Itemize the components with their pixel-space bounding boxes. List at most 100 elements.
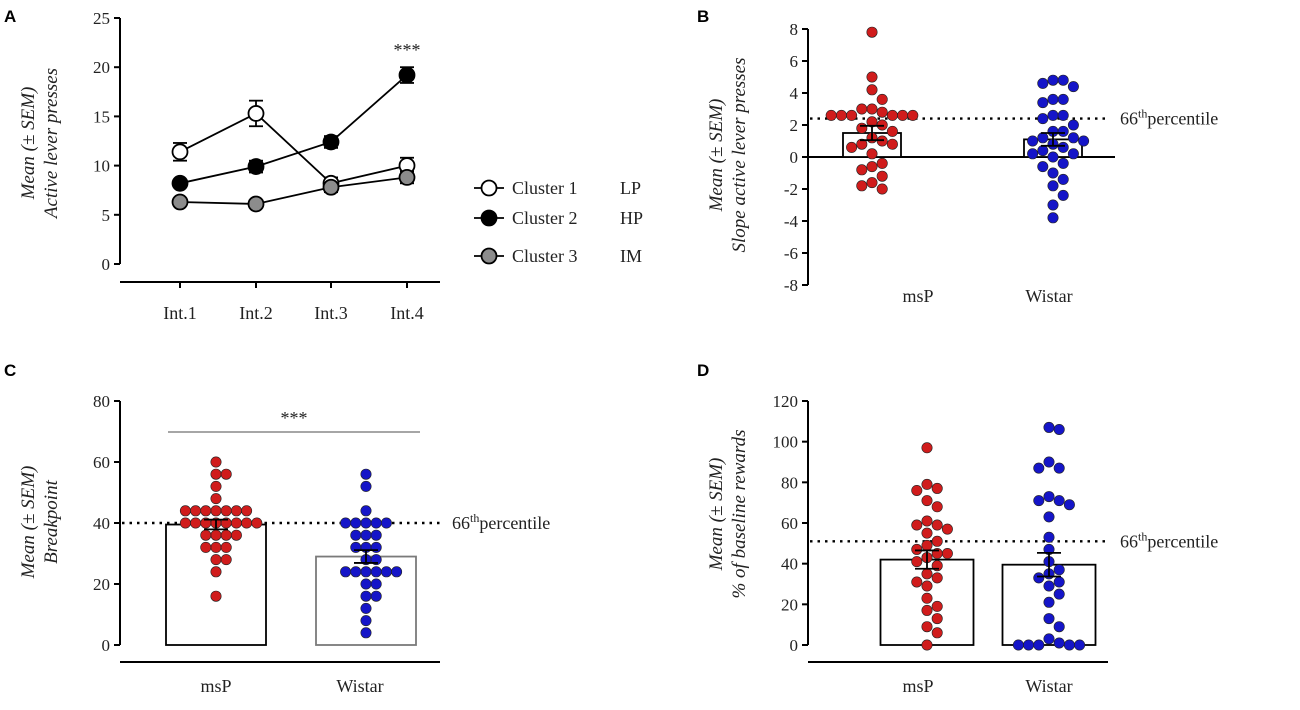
panel-c-point-wistar [370,590,382,602]
panel-b-point-wistar [1047,93,1059,105]
panel-b-point-wistar [1037,132,1049,144]
panel-b-point-wistar [1078,135,1090,147]
panel-b-point-wistar [1057,173,1069,185]
panel-b-point-wistar [1057,109,1069,121]
panel-b-scatter-bar: Mean (± SEM) Slope active lever presses … [706,20,1218,306]
panel-d-point-wistar [1033,495,1045,507]
panel-d-point-wistar [1043,511,1055,523]
panel-a-marker-series-1 [247,105,265,122]
panel-c-point-msp [220,541,232,553]
panel-c-point-msp [210,480,222,492]
panel-a-marker-series-2 [247,158,265,175]
panel-b-y-tick-label: 4 [790,84,799,103]
panel-a-marker-series-3 [322,178,340,196]
panel-c-point-wistar [360,578,372,590]
panel-b-point-msp [856,103,868,115]
panel-d-point-wistar [1053,576,1065,588]
panel-b-y-tick-label: -4 [784,212,799,231]
panel-c-point-wistar [360,602,372,614]
panel-d-point-msp [921,621,933,633]
panel-d-point-wistar [1033,462,1045,474]
panel-c-y-tick-label: 80 [93,392,110,411]
panel-c-point-msp [251,517,263,529]
panel-d-y-tick-label: 60 [781,514,798,533]
panel-b-point-msp [856,164,868,176]
panel-b-point-msp [866,103,878,115]
panel-d-point-wistar [1043,596,1055,608]
panel-d-point-wistar [1063,499,1075,511]
panel-a-legend-tag: HP [620,208,643,228]
panel-b-point-wistar [1047,74,1059,86]
panel-d-point-msp [931,535,943,547]
panel-d-point-msp [921,527,933,539]
panel-d-point-msp [941,523,953,535]
panel-d-category-label: msP [902,676,933,696]
panel-b-point-wistar [1047,109,1059,121]
panel-c-point-wistar [350,517,362,529]
panel-b-point-msp [886,125,898,137]
panel-c-point-wistar [360,627,372,639]
panel-a-y-tick-label: 25 [93,9,110,28]
panel-c-point-wistar [340,517,352,529]
panel-b-point-wistar [1067,81,1079,93]
panel-d-point-wistar [1012,639,1024,651]
panel-c-point-wistar [360,566,372,578]
panel-a-marker-series-3 [398,169,416,186]
panel-c-point-msp [210,529,222,541]
panel-a-ylabel-2: Active lever presses [41,68,62,220]
panel-d-point-wistar [1043,531,1055,543]
panel-c-point-msp [210,566,222,578]
panel-b-point-wistar [1027,135,1039,147]
panel-d-category-label: Wistar [1025,676,1072,696]
panel-c-point-wistar [391,566,403,578]
panel-c-point-msp [220,529,232,541]
panel-d-point-msp [921,495,933,507]
panel-c-point-msp [210,456,222,468]
panel-d-point-wistar [1053,462,1065,474]
panel-c-category-label: Wistar [336,676,383,696]
panel-c-point-msp [200,541,212,553]
panel-a-x-tick-label: Int.4 [390,303,424,323]
panel-d-point-msp [931,482,943,494]
panel-c-point-wistar [360,590,372,602]
panel-b-point-wistar [1027,148,1039,160]
panel-d-point-wistar [1063,639,1075,651]
panel-b-point-msp [876,170,888,182]
panel-d-point-wistar [1043,421,1055,433]
panel-a-legend-label: Cluster 3 [512,246,578,266]
panel-c-point-wistar [340,566,352,578]
panel-c-threshold-label: 66thpercentile [452,511,550,533]
panel-c-point-msp [210,468,222,480]
panel-b-point-msp [846,109,858,121]
panel-d-point-msp [931,572,943,584]
panel-d-y-tick-label: 0 [790,636,799,655]
panel-a-significance: *** [394,40,421,60]
panel-a-marker-series-3 [171,193,189,211]
panel-letter-b: B [697,7,709,26]
panel-d-y-tick-label: 120 [773,392,799,411]
panel-b-category-label: msP [902,286,933,306]
panel-c-point-wistar [370,578,382,590]
panel-d-point-wistar [1033,572,1045,584]
panel-b-point-wistar [1037,145,1049,157]
panel-c-category-label: msP [200,676,231,696]
panel-b-point-msp [886,109,898,121]
panel-b-point-wistar [1037,113,1049,125]
panel-b-point-msp [856,180,868,192]
panel-b-point-wistar [1037,77,1049,89]
panel-c-point-msp [220,505,232,517]
panel-b-point-wistar [1057,74,1069,86]
panel-c-y-tick-label: 60 [93,453,110,472]
panel-d-point-wistar [1043,633,1055,645]
panel-b-point-msp [825,109,837,121]
panel-c-point-msp [200,529,212,541]
panel-d-point-msp [931,627,943,639]
panel-b-ylabel-1: Mean (± SEM) [706,99,727,213]
panel-c-point-wistar [370,566,382,578]
panel-letter-a: A [4,7,16,26]
panel-d-y-tick-label: 80 [781,473,798,492]
panel-c-point-msp [200,505,212,517]
panel-a-marker-series-3 [247,195,265,213]
panel-b-point-msp [876,93,888,105]
